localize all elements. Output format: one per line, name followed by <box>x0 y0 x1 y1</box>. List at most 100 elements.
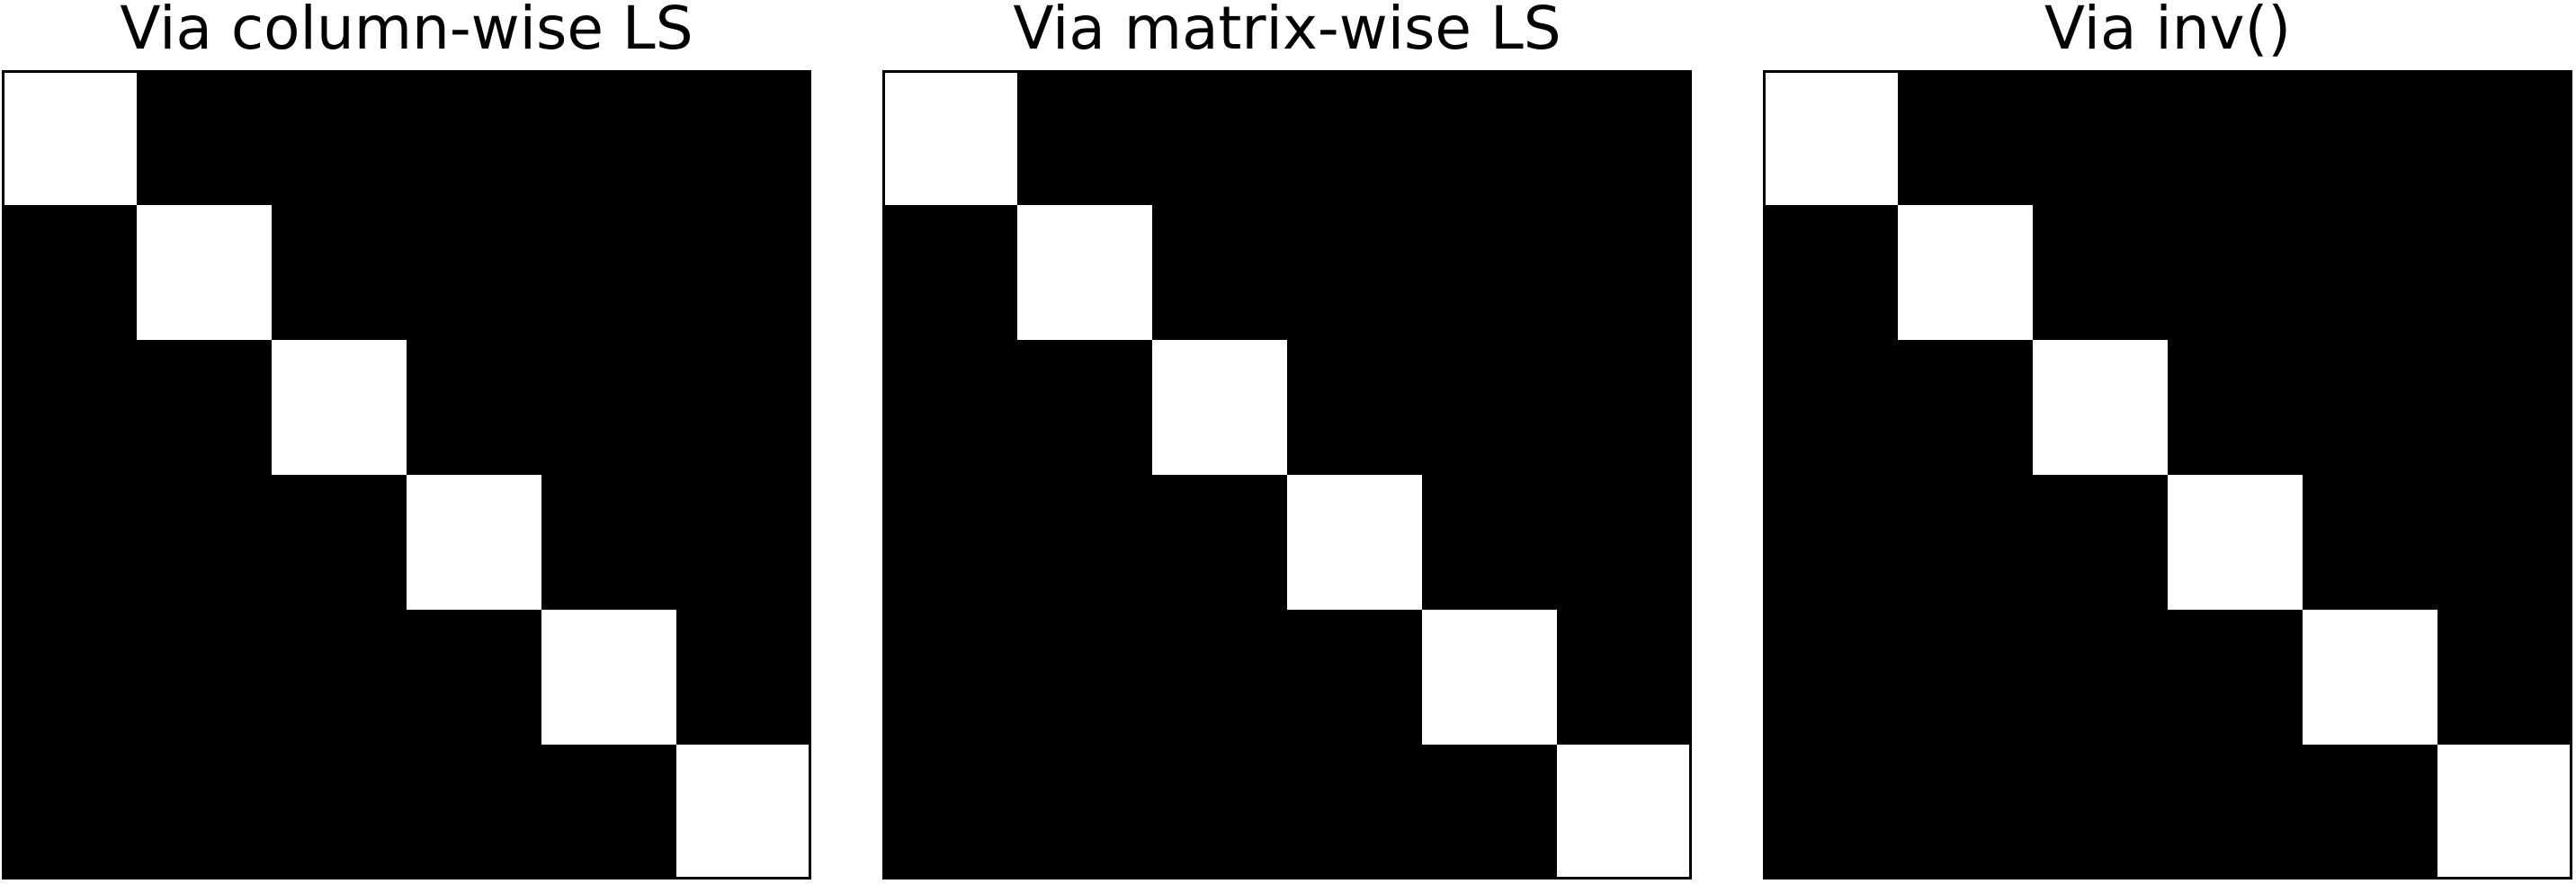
heatmap-frame <box>2 70 811 880</box>
heatmap-cell-r3-c3 <box>407 475 542 611</box>
heatmap-cell-r4-c2 <box>272 610 407 746</box>
heatmap-cell-r1-c4 <box>541 205 677 341</box>
heatmap-cell-r2-c3 <box>407 340 542 476</box>
heatmap-cell-r3-c5 <box>1557 475 1692 611</box>
chart-panel-inv: Via inv() <box>1761 0 2574 884</box>
heatmap-cell-r2-c1 <box>1898 340 2034 476</box>
heatmap-cell-r2-c0 <box>1763 340 1899 476</box>
heatmap-cell-r4-c5 <box>1557 610 1692 746</box>
heatmap-cell-r5-c5 <box>1557 745 1692 880</box>
heatmap-column-wise <box>2 70 811 880</box>
heatmap-cell-r3-c4 <box>541 475 677 611</box>
heatmap-cell-r1-c1 <box>1017 205 1153 341</box>
heatmap-cell-r5-c1 <box>137 745 273 880</box>
heatmap-cell-r3-c5 <box>676 475 811 611</box>
heatmap-cell-r5-c5 <box>2437 745 2572 880</box>
heatmap-cell-r1-c5 <box>1557 205 1692 341</box>
heatmap-cell-r3-c0 <box>2 475 138 611</box>
heatmap-cell-r3-c2 <box>272 475 407 611</box>
heatmap-cell-r0-c3 <box>407 70 542 206</box>
heatmap-cell-r4-c3 <box>2168 610 2303 746</box>
heatmap-cell-r0-c2 <box>1152 70 1288 206</box>
chart-panel-column-wise: Via column-wise LS <box>0 0 813 884</box>
heatmap-cell-r1-c3 <box>2168 205 2303 341</box>
heatmap-cell-r1-c0 <box>882 205 1018 341</box>
heatmap-cell-r4-c0 <box>882 610 1018 746</box>
heatmap-cell-r1-c2 <box>272 205 407 341</box>
heatmap-cell-r1-c0 <box>1763 205 1899 341</box>
heatmap-cell-r5-c3 <box>1287 745 1423 880</box>
heatmap-matrix-wise <box>882 70 1692 880</box>
heatmap-cell-r0-c2 <box>272 70 407 206</box>
heatmap-cell-r1-c4 <box>2303 205 2438 341</box>
heatmap-cell-r0-c0 <box>2 70 138 206</box>
heatmap-cell-r3-c0 <box>882 475 1018 611</box>
heatmap-cell-r0-c2 <box>2033 70 2169 206</box>
heatmap-cell-r0-c4 <box>2303 70 2438 206</box>
heatmap-cell-r0-c0 <box>1763 70 1899 206</box>
heatmap-cell-r2-c5 <box>2437 340 2572 476</box>
heatmap-frame <box>882 70 1692 880</box>
heatmap-cell-r5-c0 <box>2 745 138 880</box>
heatmap-cell-r5-c3 <box>407 745 542 880</box>
heatmap-cell-r3-c2 <box>2033 475 2169 611</box>
heatmap-cell-r2-c4 <box>541 340 677 476</box>
heatmap-inv <box>1763 70 2572 880</box>
heatmap-cell-r0-c1 <box>1898 70 2034 206</box>
heatmap-cell-r4-c3 <box>407 610 542 746</box>
heatmap-cell-r1-c1 <box>137 205 273 341</box>
heatmap-cell-r2-c2 <box>1152 340 1288 476</box>
heatmap-cell-r0-c0 <box>882 70 1018 206</box>
heatmap-cell-r0-c1 <box>1017 70 1153 206</box>
heatmap-cell-r0-c1 <box>137 70 273 206</box>
heatmap-cell-r5-c0 <box>1763 745 1899 880</box>
heatmap-cell-r3-c1 <box>1017 475 1153 611</box>
heatmap-cell-r2-c1 <box>137 340 273 476</box>
heatmap-cell-r1-c5 <box>2437 205 2572 341</box>
heatmap-cell-r3-c2 <box>1152 475 1288 611</box>
heatmap-cell-r4-c1 <box>137 610 273 746</box>
heatmap-cell-r1-c5 <box>676 205 811 341</box>
heatmap-cell-r2-c5 <box>676 340 811 476</box>
heatmap-cell-r5-c0 <box>882 745 1018 880</box>
heatmap-cell-r2-c5 <box>1557 340 1692 476</box>
heatmap-cell-r4-c3 <box>1287 610 1423 746</box>
heatmap-cell-r0-c4 <box>1422 70 1558 206</box>
heatmap-cell-r5-c2 <box>272 745 407 880</box>
heatmap-cell-r5-c1 <box>1898 745 2034 880</box>
heatmap-frame <box>1763 70 2572 880</box>
chart-title: Via matrix-wise LS <box>1013 0 1561 63</box>
heatmap-cell-r4-c5 <box>2437 610 2572 746</box>
heatmap-cell-r4-c1 <box>1898 610 2034 746</box>
heatmap-cell-r3-c1 <box>137 475 273 611</box>
heatmap-cell-r5-c3 <box>2168 745 2303 880</box>
heatmap-cell-r5-c4 <box>2303 745 2438 880</box>
heatmap-cell-r2-c3 <box>1287 340 1423 476</box>
heatmap-cell-r0-c3 <box>2168 70 2303 206</box>
heatmap-cell-r1-c4 <box>1422 205 1558 341</box>
heatmap-cell-r5-c1 <box>1017 745 1153 880</box>
heatmap-cell-r1-c0 <box>2 205 138 341</box>
heatmap-cell-r2-c2 <box>272 340 407 476</box>
heatmap-cell-r3-c4 <box>1422 475 1558 611</box>
heatmap-cell-r1-c1 <box>1898 205 2034 341</box>
chart-title: Via column-wise LS <box>120 0 693 63</box>
heatmap-cell-r3-c4 <box>2303 475 2438 611</box>
heatmap-cell-r4-c2 <box>1152 610 1288 746</box>
chart-title: Via inv() <box>2044 0 2292 63</box>
heatmap-cell-r5-c2 <box>1152 745 1288 880</box>
heatmap-cell-r2-c2 <box>2033 340 2169 476</box>
heatmap-cell-r4-c0 <box>1763 610 1899 746</box>
heatmap-cell-r5-c4 <box>541 745 677 880</box>
heatmap-cell-r4-c4 <box>541 610 677 746</box>
heatmap-cell-r4-c5 <box>676 610 811 746</box>
heatmap-cell-r3-c3 <box>2168 475 2303 611</box>
heatmap-cell-r5-c4 <box>1422 745 1558 880</box>
heatmap-cell-r4-c1 <box>1017 610 1153 746</box>
heatmap-cell-r2-c3 <box>2168 340 2303 476</box>
heatmap-cell-r3-c3 <box>1287 475 1423 611</box>
heatmap-cell-r0-c3 <box>1287 70 1423 206</box>
heatmap-cell-r3-c0 <box>1763 475 1899 611</box>
heatmap-cell-r0-c5 <box>1557 70 1692 206</box>
heatmap-cell-r0-c5 <box>676 70 811 206</box>
